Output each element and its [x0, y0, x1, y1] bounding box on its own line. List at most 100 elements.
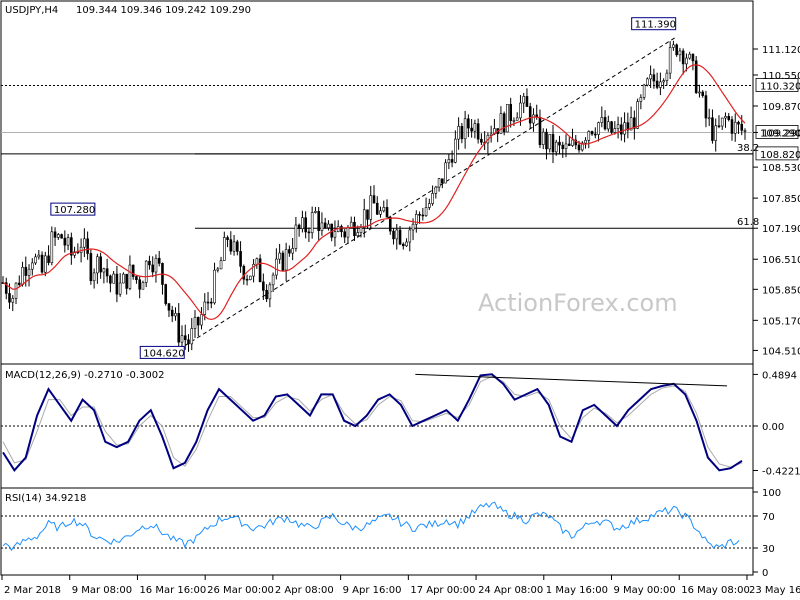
candle-body — [271, 274, 275, 286]
candle-body — [11, 298, 15, 303]
candle-body — [519, 102, 522, 119]
candle-body — [636, 101, 639, 129]
candle-body — [538, 116, 542, 146]
candle-body — [109, 275, 112, 284]
candle-body — [489, 133, 493, 136]
candle-body — [444, 162, 447, 184]
candle-body — [740, 123, 744, 131]
candle-body — [662, 80, 665, 83]
candle-body — [737, 121, 740, 125]
candle-body — [255, 258, 259, 265]
candle-body — [460, 126, 464, 140]
candle-body — [698, 91, 701, 94]
candle-body — [14, 282, 18, 299]
candle-body — [366, 209, 369, 220]
candle-body — [424, 207, 428, 216]
candle-body — [502, 113, 506, 133]
candle-body — [415, 214, 418, 225]
candle-body — [268, 284, 272, 300]
candle-body — [314, 211, 317, 213]
price-tick-label: 110.550 — [762, 71, 800, 82]
candle-body — [8, 293, 11, 303]
macd-signal-line — [2, 375, 743, 468]
candle-body — [236, 241, 239, 252]
candle-body — [730, 119, 734, 134]
candle-body — [278, 252, 281, 260]
candle-body — [480, 138, 483, 143]
price-tick-label: 107.190 — [762, 224, 800, 235]
candle-body — [144, 260, 148, 283]
macd-title: MACD(12,26,9) -0.2710 -0.3002 — [5, 370, 165, 381]
level-tag-label: 109.290 — [760, 128, 800, 139]
macd-line — [2, 373, 743, 472]
candle-body — [392, 230, 395, 240]
candle-body — [620, 124, 623, 135]
candle-body — [196, 317, 200, 326]
candle-body — [118, 282, 122, 295]
candle-body — [86, 238, 89, 254]
candle-body — [388, 216, 392, 232]
candle-body — [564, 143, 568, 149]
candle-body — [245, 278, 249, 281]
candle-body — [457, 126, 460, 140]
price-tick-label: 105.850 — [762, 285, 800, 296]
candle-body — [40, 254, 44, 273]
candle-body — [320, 222, 324, 231]
candle-body — [83, 238, 86, 248]
price-tick-label: 104.510 — [762, 346, 800, 357]
price-tick-label: 109.870 — [762, 102, 800, 113]
time-tick-label: 9 Apr 16:00 — [343, 585, 402, 596]
rsi-panel — [0, 487, 754, 576]
trend-line — [184, 36, 677, 346]
candle-body — [532, 114, 535, 124]
candle-body — [170, 309, 174, 317]
candle-body — [541, 131, 545, 146]
candle-body — [411, 223, 415, 231]
candle-body — [607, 121, 610, 130]
rsi-group: 100 70 30 0 — [1, 488, 781, 579]
time-tick-label: 16 Mar 16:00 — [139, 585, 206, 596]
candle-body — [135, 276, 138, 281]
candle-body — [577, 144, 581, 151]
candle-body — [17, 282, 21, 285]
candle-body — [623, 122, 626, 135]
candle-body — [226, 237, 229, 240]
candle-body — [571, 139, 574, 146]
candle-body — [258, 258, 262, 283]
candle-body — [249, 275, 252, 280]
candle-body — [408, 229, 412, 243]
candle-body — [379, 210, 382, 215]
candle-body — [418, 214, 421, 216]
candle-body — [4, 282, 8, 294]
candle-body — [476, 123, 480, 140]
moving-average — [2, 64, 746, 321]
candle-body — [213, 269, 216, 304]
candle-body — [704, 95, 708, 119]
candle-body — [548, 134, 552, 150]
candle-body — [522, 96, 526, 104]
candle-body — [70, 237, 73, 256]
candle-body — [281, 252, 285, 271]
candle-body — [375, 202, 379, 215]
candle-body — [122, 273, 125, 284]
candle-body — [691, 53, 695, 62]
candle-body — [346, 227, 350, 238]
time-axis: 2 Mar 2018 9 Mar 08:00 16 Mar 16:00 26 Mar … — [1, 575, 800, 596]
candle-body — [353, 221, 356, 237]
candle-body — [463, 118, 467, 140]
time-tick-label: 23 May 16:00 — [749, 585, 800, 596]
time-tick-label: 16 May 08:00 — [681, 585, 750, 596]
candle-body — [128, 264, 132, 289]
candle-body — [177, 313, 181, 343]
annotations: 111.390 107.280 104.620 — [50, 17, 677, 359]
candle-body — [96, 256, 99, 274]
candle-body — [157, 257, 161, 264]
candle-body — [405, 241, 408, 247]
candle-body — [639, 97, 643, 102]
candle-body — [688, 53, 691, 59]
candle-body — [633, 117, 636, 129]
rsi-tick-label: 30 — [762, 544, 775, 555]
candle-body — [717, 125, 721, 128]
